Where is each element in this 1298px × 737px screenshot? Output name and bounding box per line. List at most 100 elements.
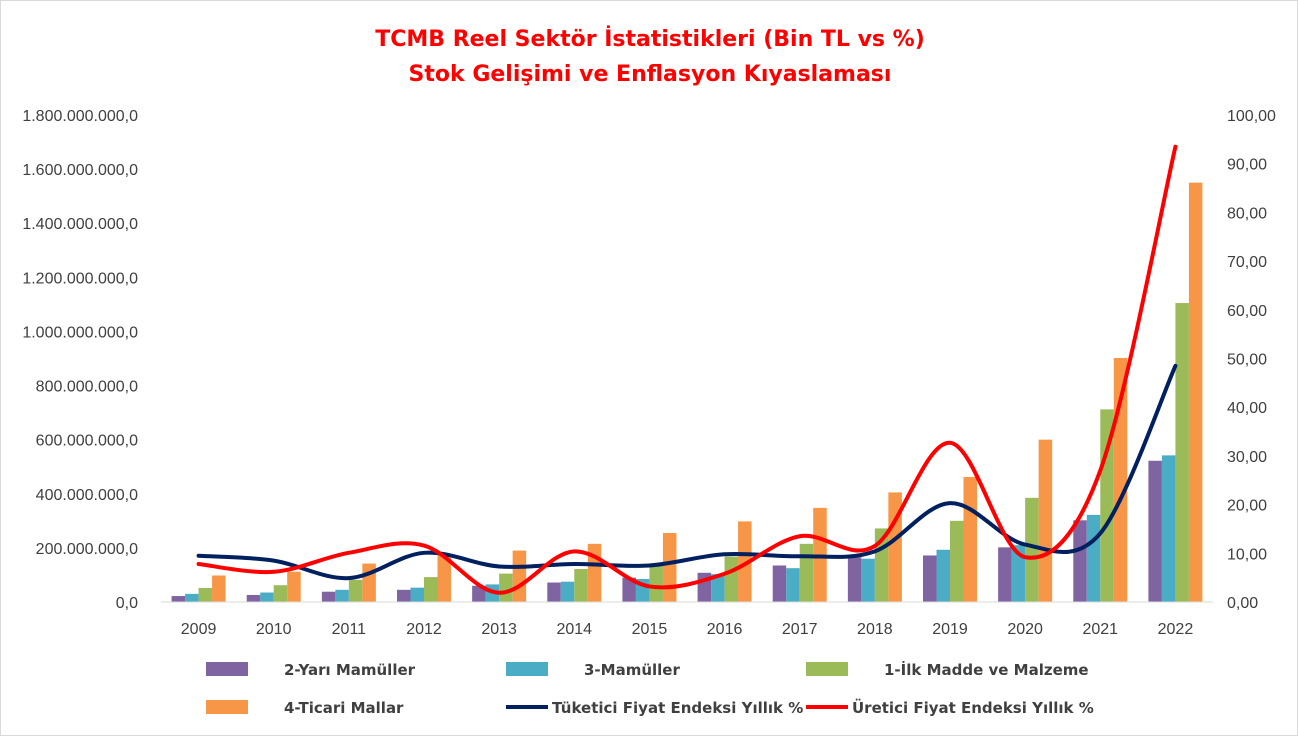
left-tick-label: 400.000.000,0 — [36, 487, 138, 504]
left-tick-label: 1.800.000.000,0 — [22, 108, 138, 125]
bar — [1148, 460, 1162, 602]
x-tick-label: 2021 — [1082, 621, 1118, 638]
bar — [1073, 520, 1087, 602]
bar — [738, 521, 752, 602]
x-tick-label: 2017 — [782, 621, 818, 638]
bar — [560, 581, 575, 602]
bar — [847, 557, 862, 602]
bar — [260, 592, 274, 602]
left-tick-label: 800.000.000,0 — [36, 379, 138, 396]
bar — [547, 582, 561, 602]
bar — [861, 558, 875, 602]
bar — [1161, 455, 1176, 602]
x-tick-label: 2019 — [932, 621, 968, 638]
bar — [512, 550, 527, 602]
x-axis-ticks: 2009 2010 2011 2012 2013 2014 2015 2016 2017 2018… — [181, 621, 1194, 638]
right-axis-ticks: 0,00 10,00 20,00 30,00 40,00 50,00 60,00 70,00 8… — [1227, 108, 1276, 612]
legend: 2-Yarı Mamüller 3-Mamüller 1-İlk Madde ve … — [206, 660, 1094, 717]
line-series-group — [196, 144, 1178, 595]
left-tick-label: 0,0 — [116, 595, 138, 612]
legend-swatch — [506, 662, 548, 676]
legend-label: Üretici Fiyat Endeksi Yıllık % — [852, 698, 1094, 717]
bar — [622, 577, 636, 602]
bar — [786, 568, 800, 602]
legend-label: 3-Mamüller — [584, 661, 680, 679]
bar — [397, 589, 411, 602]
bar — [1086, 514, 1101, 602]
bar — [998, 547, 1012, 602]
right-tick-label: 40,00 — [1227, 400, 1267, 417]
x-tick-label: 2011 — [332, 621, 367, 638]
left-axis-ticks: 0,0 200.000.000,0 400.000.000,0 600.000.000… — [22, 108, 138, 612]
right-tick-label: 60,00 — [1227, 303, 1267, 320]
x-tick-label: 2012 — [406, 621, 442, 638]
bar — [1188, 182, 1203, 602]
chart-title: TCMB Reel Sektör İstatistikleri (Bin TL … — [375, 26, 925, 52]
right-tick-label: 70,00 — [1227, 254, 1267, 271]
legend-label: 1-İlk Madde ve Malzeme — [884, 660, 1089, 679]
bar — [963, 477, 977, 602]
bar — [711, 574, 725, 602]
bar — [335, 589, 349, 602]
chart-subtitle: Stok Gelişimi ve Enflasyon Kıyaslaması — [409, 62, 892, 87]
bar — [1175, 303, 1189, 602]
bar — [888, 492, 902, 602]
x-tick-label: 2009 — [181, 621, 217, 638]
bar — [1038, 439, 1053, 602]
right-tick-label: 50,00 — [1227, 352, 1267, 369]
bar — [662, 533, 677, 602]
right-tick-label: 80,00 — [1227, 205, 1267, 222]
bar — [649, 564, 663, 602]
right-tick-label: 90,00 — [1227, 157, 1267, 174]
bar — [799, 543, 814, 602]
bar — [424, 577, 438, 602]
x-tick-label: 2015 — [632, 621, 668, 638]
bar — [499, 573, 513, 602]
bar — [772, 565, 787, 602]
legend-swatch — [806, 662, 848, 676]
x-tick-label: 2022 — [1158, 621, 1194, 638]
bar — [185, 593, 199, 602]
left-tick-label: 1.400.000.000,0 — [22, 216, 138, 233]
right-tick-label: 10,00 — [1227, 546, 1267, 563]
bar — [724, 556, 739, 602]
x-tick-label: 2013 — [481, 621, 517, 638]
bar — [287, 571, 301, 602]
legend-label: 2-Yarı Mamüller — [284, 661, 416, 679]
bar — [273, 585, 288, 602]
bar — [171, 596, 186, 602]
left-tick-label: 200.000.000,0 — [36, 541, 138, 558]
x-tick-label: 2020 — [1007, 621, 1043, 638]
line-series — [196, 144, 1178, 595]
right-tick-label: 100,00 — [1227, 108, 1276, 125]
bar — [1025, 497, 1039, 602]
bar — [472, 585, 486, 602]
bar — [410, 587, 424, 602]
bar — [1011, 545, 1026, 602]
left-tick-label: 1.200.000.000,0 — [22, 270, 138, 287]
legend-swatch — [206, 662, 248, 676]
bar — [321, 591, 336, 602]
bar-series-group — [171, 182, 1203, 602]
bar — [437, 553, 451, 602]
legend-swatch — [206, 700, 248, 714]
right-tick-label: 30,00 — [1227, 449, 1267, 466]
bar — [950, 520, 964, 602]
left-tick-label: 600.000.000,0 — [36, 433, 138, 450]
bar — [198, 587, 213, 602]
x-tick-label: 2016 — [707, 621, 743, 638]
bar — [923, 555, 937, 602]
x-tick-label: 2018 — [857, 621, 893, 638]
left-tick-label: 1.600.000.000,0 — [22, 162, 138, 179]
bar — [574, 568, 588, 602]
legend-label: Tüketici Fiyat Endeksi Yıllık % — [552, 699, 803, 717]
bar — [212, 575, 226, 602]
right-tick-label: 20,00 — [1227, 498, 1267, 515]
x-tick-label: 2014 — [556, 621, 592, 638]
line-series — [196, 363, 1178, 581]
x-tick-label: 2010 — [256, 621, 292, 638]
bar — [348, 579, 363, 602]
legend-label: 4-Ticari Mallar — [284, 699, 404, 717]
